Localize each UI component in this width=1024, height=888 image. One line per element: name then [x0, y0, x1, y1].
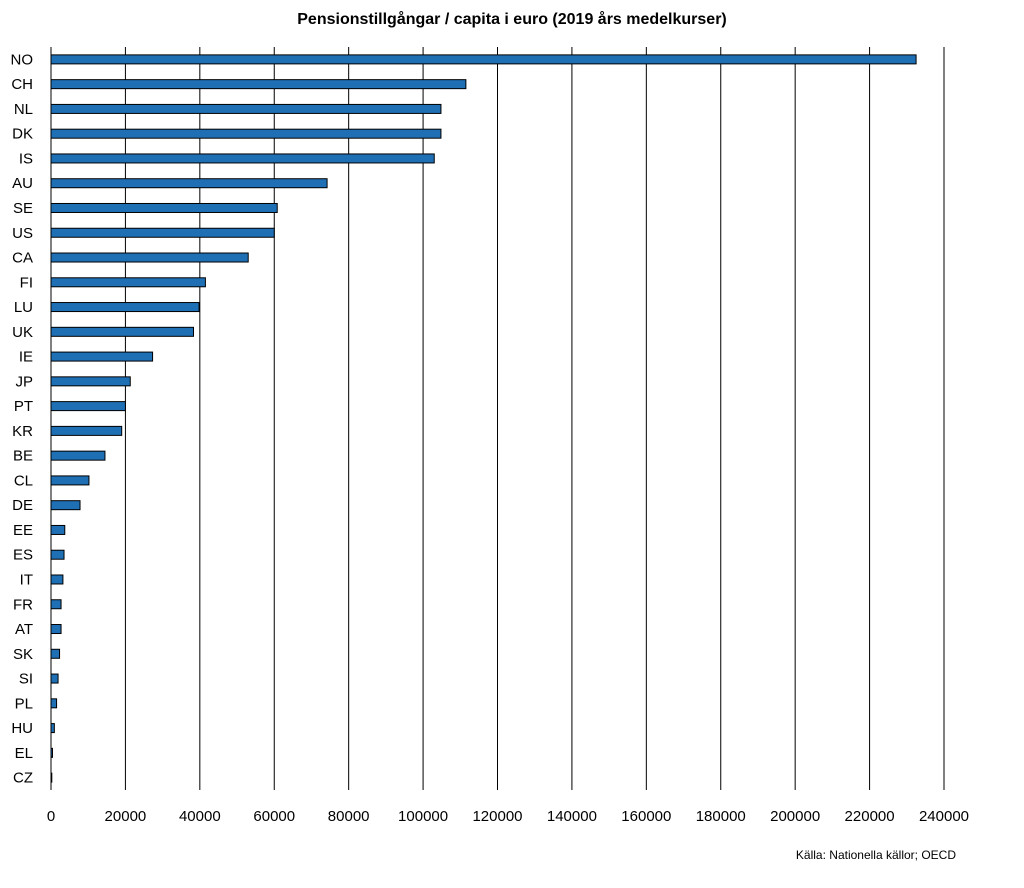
- bars: [50, 54, 917, 783]
- bar-ch: [50, 79, 467, 90]
- bar-el: [50, 747, 53, 758]
- x-tick-label: 160000: [621, 808, 671, 825]
- category-label: FR: [13, 596, 33, 613]
- x-tick-label: 240000: [919, 808, 969, 825]
- category-label: AU: [12, 175, 33, 192]
- bar-pl: [50, 698, 58, 709]
- category-label: PL: [15, 695, 33, 712]
- bar-hu: [50, 723, 55, 734]
- bar-cz: [50, 772, 53, 783]
- category-label: EL: [15, 745, 33, 762]
- bar-de: [50, 500, 81, 511]
- bar-be: [50, 450, 106, 461]
- x-axis-tick-labels: 0 20000 40000 60000 80000 100000 120000 140000 1…: [47, 808, 969, 825]
- category-label: CL: [14, 472, 33, 489]
- category-label: US: [12, 225, 33, 242]
- bar-ie: [50, 351, 154, 362]
- bar-si: [50, 673, 59, 684]
- x-tick-label: 120000: [472, 808, 522, 825]
- x-tick-label: 80000: [328, 808, 370, 825]
- bar-it: [50, 574, 64, 585]
- category-label: FI: [20, 274, 33, 291]
- category-label: CA: [12, 250, 33, 267]
- category-label: NL: [14, 101, 33, 118]
- category-labels: NO CH NL DK IS AU SE US CA FI LU UK IE JP PT KR BE CL DE EE…: [11, 51, 34, 786]
- category-label: IT: [20, 571, 33, 588]
- bar-at: [50, 624, 62, 635]
- category-label: BE: [13, 448, 33, 465]
- source-note: Källa: Nationella källor; OECD: [795, 848, 956, 862]
- bar-ee: [50, 524, 66, 535]
- bar-au: [50, 178, 328, 189]
- bar-se: [50, 202, 278, 213]
- bar-dk: [50, 128, 442, 139]
- chart-title: Pensionstillgångar / capita i euro (2019…: [297, 11, 727, 28]
- bar-ca: [50, 252, 249, 263]
- category-label: CH: [11, 76, 33, 93]
- category-label: CZ: [13, 770, 33, 787]
- bar-kr: [50, 425, 123, 436]
- x-tick-label: 140000: [547, 808, 597, 825]
- category-label: IS: [19, 150, 33, 167]
- category-label: JP: [15, 373, 33, 390]
- x-tick-label: 40000: [179, 808, 221, 825]
- x-tick-label: 0: [47, 808, 55, 825]
- category-label: DE: [12, 497, 33, 514]
- category-label: SK: [13, 646, 33, 663]
- category-label: DK: [12, 126, 33, 143]
- category-label: HU: [11, 720, 33, 737]
- category-label: EE: [13, 522, 33, 539]
- bar-sk: [50, 648, 61, 659]
- category-label: LU: [14, 299, 33, 316]
- bar-cl: [50, 475, 90, 486]
- bar-no: [50, 54, 917, 65]
- category-label: ES: [13, 547, 33, 564]
- bar-pt: [50, 401, 126, 412]
- bar-es: [50, 549, 65, 560]
- x-tick-label: 220000: [845, 808, 895, 825]
- category-label: SI: [19, 671, 33, 688]
- x-tick-label: 20000: [105, 808, 147, 825]
- bar-us: [50, 227, 275, 238]
- bar-fi: [50, 277, 206, 288]
- category-label: UK: [12, 324, 33, 341]
- x-tick-label: 180000: [696, 808, 746, 825]
- bar-fr: [50, 599, 62, 610]
- category-label: NO: [11, 51, 34, 68]
- category-label: AT: [15, 621, 33, 638]
- bar-uk: [50, 326, 195, 337]
- bar-is: [50, 153, 435, 164]
- bar-nl: [50, 103, 442, 114]
- bar-jp: [50, 376, 131, 387]
- category-label: IE: [19, 349, 33, 366]
- bar-lu: [50, 302, 200, 313]
- x-tick-label: 200000: [770, 808, 820, 825]
- gridlines: [50, 47, 945, 790]
- category-label: KR: [12, 423, 33, 440]
- category-label: PT: [14, 398, 33, 415]
- category-label: SE: [13, 200, 33, 217]
- x-tick-label: 100000: [398, 808, 448, 825]
- x-tick-label: 60000: [253, 808, 295, 825]
